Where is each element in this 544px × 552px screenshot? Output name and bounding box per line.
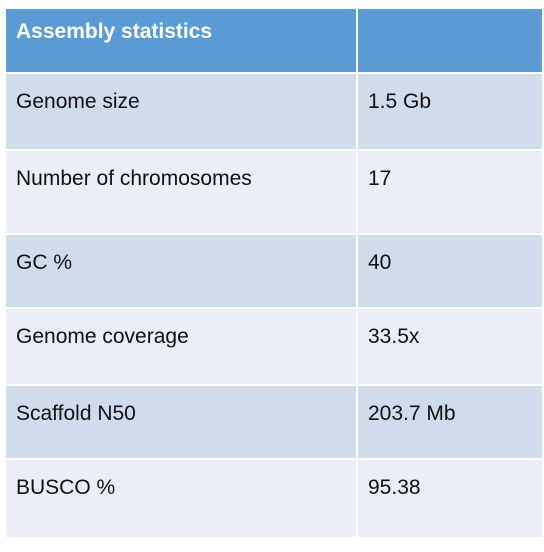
table-row: BUSCO % 95.38 [4,458,544,539]
row-value: 1.5 Gb [356,72,544,151]
row-value: 95.38 [356,458,544,539]
row-label: GC % [4,233,358,309]
table-row: GC % 40 [4,233,544,309]
row-label: Genome size [4,72,358,151]
row-value: 33.5x [356,307,544,386]
row-label: BUSCO % [4,458,358,539]
row-value: 40 [356,233,544,309]
table-row: Number of chromosomes 17 [4,149,544,235]
column-header-value [356,7,544,74]
assembly-statistics-table: Assembly statistics Genome size 1.5 Gb N… [4,7,544,539]
table-row: Genome coverage 33.5x [4,307,544,386]
table-header-row: Assembly statistics [4,7,544,74]
row-label: Number of chromosomes [4,149,358,235]
row-value: 17 [356,149,544,235]
row-label: Genome coverage [4,307,358,386]
table-row: Genome size 1.5 Gb [4,72,544,151]
column-header-assembly-statistics: Assembly statistics [4,7,358,74]
table-row: Scaffold N50 203.7 Mb [4,384,544,460]
row-value: 203.7 Mb [356,384,544,460]
row-label: Scaffold N50 [4,384,358,460]
